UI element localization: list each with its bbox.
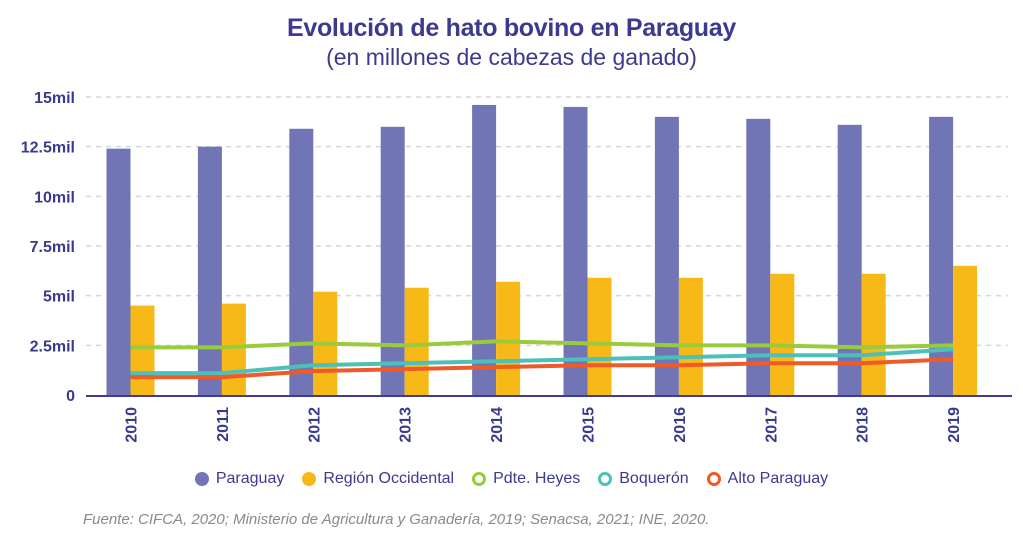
x-tick-label: 2017 xyxy=(763,407,780,443)
bar-regi-n-occidental-2013 xyxy=(404,287,429,395)
bar-regi-n-occidental-2018 xyxy=(861,273,886,395)
bar-regi-n-occidental-2010 xyxy=(130,305,155,395)
x-tick-label: 2011 xyxy=(215,407,232,442)
bar-paraguay-2010 xyxy=(106,148,131,395)
x-tick-label: 2013 xyxy=(398,407,415,443)
bar-regi-n-occidental-2011 xyxy=(221,303,246,395)
x-tick-label: 2012 xyxy=(306,407,323,443)
legend-item: Pdte. Heyes xyxy=(472,470,580,488)
legend-item: Alto Paraguay xyxy=(706,470,829,488)
legend: Paraguay Región Occidental Pdte. Heyes Boqu… xyxy=(0,470,1023,488)
bar-regi-n-occidental-2016 xyxy=(678,277,703,395)
bars xyxy=(106,104,978,396)
x-tick-label: 2016 xyxy=(672,407,689,443)
y-tick-label: 7.5mil xyxy=(30,239,75,256)
y-tick-label: 12.5mil xyxy=(21,140,75,157)
bar-regi-n-occidental-2017 xyxy=(770,273,795,395)
source-note: Fuente: CIFCA, 2020; Ministerio de Agric… xyxy=(83,511,710,528)
bar-paraguay-2018 xyxy=(837,124,862,396)
legend-ring-marker-icon xyxy=(598,472,613,486)
bar-paraguay-2014 xyxy=(472,104,497,396)
x-tick-label: 2018 xyxy=(855,407,872,443)
legend-label: Región Occidental xyxy=(323,470,455,487)
bar-paraguay-2016 xyxy=(654,116,679,395)
legend-ring-marker-icon xyxy=(706,472,721,486)
y-tick-label: 15mil xyxy=(34,90,75,107)
line-alto-paraguay xyxy=(130,357,954,380)
bar-paraguay-2012 xyxy=(289,128,314,395)
legend-item: Paraguay xyxy=(194,470,285,488)
bar-regi-n-occidental-2014 xyxy=(496,281,521,395)
x-tick-label: 2010 xyxy=(124,407,141,443)
x-tick-label: 2014 xyxy=(489,407,506,443)
x-axis-ticks: 2010 2011 2012 2013 2014 2015 2016 2017 2018 2019 xyxy=(124,407,964,443)
x-tick-label: 2019 xyxy=(946,407,963,443)
y-tick-label: 10mil xyxy=(34,189,75,206)
bar-paraguay-2011 xyxy=(197,146,222,395)
bar-paraguay-2019 xyxy=(929,116,954,395)
legend-item: Región Occidental xyxy=(302,470,454,488)
legend-label: Paraguay xyxy=(215,470,285,487)
bar-regi-n-occidental-2015 xyxy=(587,277,612,395)
bar-regi-n-occidental-2019 xyxy=(953,265,978,395)
line-pdte-heyes xyxy=(130,339,954,350)
chart-subtitle: (en millones de cabezas de ganado) xyxy=(326,44,697,70)
legend-ring-marker-icon xyxy=(472,472,487,486)
y-tick-label: 0 xyxy=(66,388,75,405)
legend-dot-marker-icon xyxy=(194,472,209,486)
y-tick-label: 5mil xyxy=(43,289,75,306)
y-axis-ticks: 0 2.5mil 5mil 7.5mil 10mil 12.5mil 15mil xyxy=(21,90,75,405)
x-tick-label: 2015 xyxy=(581,407,598,443)
bar-paraguay-2017 xyxy=(746,118,771,395)
y-tick-label: 2.5mil xyxy=(30,338,75,355)
bar-paraguay-2015 xyxy=(563,106,588,395)
line-boquer-n xyxy=(130,347,954,376)
legend-label: Pdte. Heyes xyxy=(493,470,581,487)
legend-dot-marker-icon xyxy=(302,472,317,486)
chart-title: Evolución de hato bovino en Paraguay xyxy=(286,14,736,42)
legend-label: Boquerón xyxy=(619,470,689,487)
lines xyxy=(130,339,954,380)
legend-label: Alto Paraguay xyxy=(727,470,829,487)
bar-paraguay-2013 xyxy=(380,126,405,396)
legend-item: Boquerón xyxy=(598,470,689,488)
